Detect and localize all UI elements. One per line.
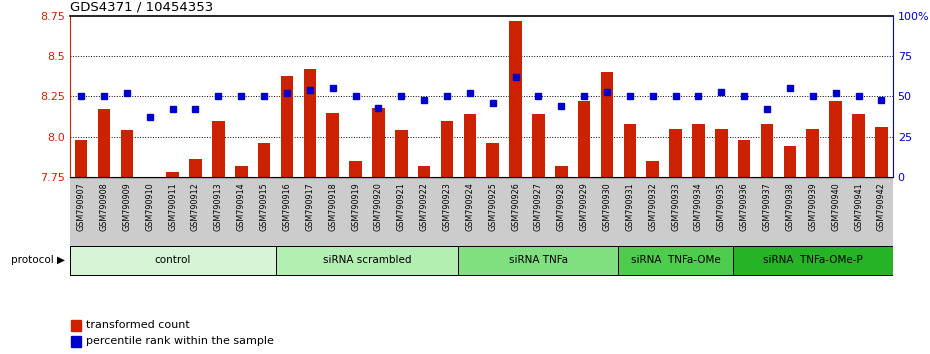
Text: GSM790941: GSM790941 — [854, 182, 863, 230]
Bar — [737, 140, 751, 177]
Text: percentile rank within the sample: percentile rank within the sample — [86, 336, 273, 346]
Bar — [806, 129, 819, 177]
Text: GSM790942: GSM790942 — [877, 182, 886, 231]
Bar — [71, 336, 81, 347]
FancyBboxPatch shape — [70, 246, 275, 275]
Bar — [281, 75, 293, 177]
Text: GSM790924: GSM790924 — [465, 182, 474, 231]
Bar — [532, 114, 545, 177]
Text: GSM790920: GSM790920 — [374, 182, 383, 231]
FancyBboxPatch shape — [275, 246, 458, 275]
Bar — [624, 124, 636, 177]
Text: siRNA  TNFa-OMe: siRNA TNFa-OMe — [631, 255, 721, 265]
Text: GSM790927: GSM790927 — [534, 182, 543, 231]
Text: GSM790918: GSM790918 — [328, 182, 338, 230]
Bar — [75, 140, 87, 177]
Text: GSM790913: GSM790913 — [214, 182, 223, 230]
Text: GSM790908: GSM790908 — [100, 182, 109, 230]
FancyBboxPatch shape — [618, 246, 733, 275]
Bar — [486, 143, 499, 177]
Text: GSM790910: GSM790910 — [145, 182, 154, 230]
Bar — [555, 166, 567, 177]
Bar — [71, 320, 81, 331]
FancyBboxPatch shape — [458, 246, 618, 275]
Bar — [761, 124, 774, 177]
Text: siRNA  TNFa-OMe-P: siRNA TNFa-OMe-P — [763, 255, 863, 265]
Text: GSM790921: GSM790921 — [397, 182, 405, 231]
Bar — [601, 72, 613, 177]
Text: GDS4371 / 10454353: GDS4371 / 10454353 — [70, 0, 213, 13]
Bar — [830, 101, 842, 177]
Bar — [326, 113, 339, 177]
Bar — [235, 166, 247, 177]
Text: control: control — [154, 255, 191, 265]
Bar — [441, 121, 453, 177]
Text: GSM790917: GSM790917 — [305, 182, 314, 231]
Bar — [418, 166, 431, 177]
Text: GSM790926: GSM790926 — [512, 182, 520, 231]
Text: GSM790939: GSM790939 — [808, 182, 817, 231]
Text: GSM790912: GSM790912 — [191, 182, 200, 231]
Text: GSM790907: GSM790907 — [76, 182, 86, 231]
Text: GSM790916: GSM790916 — [283, 182, 291, 230]
Text: GSM790940: GSM790940 — [831, 182, 840, 230]
Text: GSM790930: GSM790930 — [603, 182, 612, 230]
Text: GSM790909: GSM790909 — [123, 182, 131, 231]
Bar — [98, 109, 111, 177]
Text: GSM790932: GSM790932 — [648, 182, 658, 231]
Text: GSM790919: GSM790919 — [351, 182, 360, 231]
Text: GSM790928: GSM790928 — [557, 182, 565, 231]
Text: GSM790929: GSM790929 — [579, 182, 589, 231]
Bar — [121, 130, 133, 177]
Text: GSM790925: GSM790925 — [488, 182, 498, 231]
Text: GSM790915: GSM790915 — [259, 182, 269, 231]
Text: siRNA TNFa: siRNA TNFa — [509, 255, 568, 265]
Text: GSM790922: GSM790922 — [419, 182, 429, 231]
Text: siRNA scrambled: siRNA scrambled — [323, 255, 411, 265]
Text: GSM790911: GSM790911 — [168, 182, 177, 230]
Bar — [303, 69, 316, 177]
Text: GSM790938: GSM790938 — [786, 182, 794, 230]
Bar — [875, 127, 887, 177]
Bar — [463, 114, 476, 177]
Bar — [852, 114, 865, 177]
Text: protocol ▶: protocol ▶ — [11, 255, 65, 265]
Text: GSM790914: GSM790914 — [237, 182, 246, 230]
Text: GSM790923: GSM790923 — [443, 182, 451, 231]
Bar — [510, 21, 522, 177]
Bar — [784, 147, 796, 177]
Text: GSM790933: GSM790933 — [671, 182, 680, 230]
Bar — [372, 108, 385, 177]
Text: transformed count: transformed count — [86, 320, 190, 330]
Bar — [715, 129, 727, 177]
Bar — [212, 121, 225, 177]
Bar — [578, 101, 591, 177]
Bar — [646, 161, 659, 177]
Bar — [670, 129, 682, 177]
Bar — [692, 124, 705, 177]
Bar — [395, 130, 407, 177]
FancyBboxPatch shape — [733, 246, 893, 275]
Text: GSM790935: GSM790935 — [717, 182, 725, 231]
Text: GSM790934: GSM790934 — [694, 182, 703, 230]
Bar — [258, 143, 271, 177]
Bar — [350, 161, 362, 177]
Text: GSM790937: GSM790937 — [763, 182, 772, 231]
Text: GSM790931: GSM790931 — [625, 182, 634, 230]
Text: GSM790936: GSM790936 — [739, 182, 749, 230]
Bar — [189, 159, 202, 177]
Bar — [166, 172, 179, 177]
